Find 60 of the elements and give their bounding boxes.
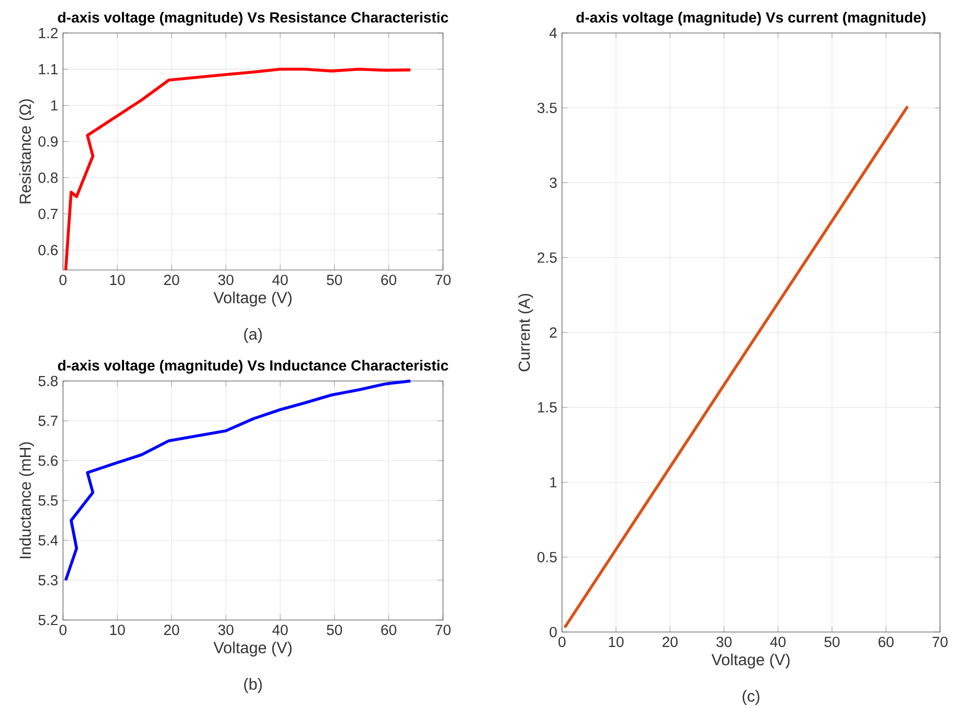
x-tick-label: 10	[110, 274, 125, 285]
y-tick-label: 0.9	[38, 136, 58, 147]
y-tick-label: 5.6	[38, 455, 58, 466]
x-tick-label: 40	[770, 636, 786, 647]
y-tick-label: 0.8	[38, 172, 58, 183]
x-tick-label: 0	[59, 274, 66, 285]
y-axis-title: Resistance (Ω)	[19, 99, 34, 204]
y-tick-label: 5.5	[38, 495, 58, 506]
y-tick-label: 1.5	[538, 402, 557, 412]
y-tick-label: 1	[550, 477, 557, 488]
x-axis-title: Voltage (V)	[213, 291, 292, 306]
x-tick-label: 60	[878, 636, 894, 647]
y-axis-title: Inductance (mH)	[19, 442, 34, 558]
x-axis-title: Voltage (V)	[213, 641, 292, 656]
y-axis-title: Current (A)	[518, 294, 534, 372]
x-tick-label: 50	[824, 636, 840, 647]
x-tick-label: 30	[218, 624, 234, 635]
y-tick-label: 5.3	[38, 574, 58, 586]
x-axis-title: Voltage (V)	[711, 653, 790, 668]
y-tick-label: 0.7	[38, 208, 58, 219]
text: (c)	[742, 690, 760, 705]
text: (b)	[244, 678, 262, 693]
x-tick-label: 40	[272, 624, 288, 635]
x-tick-label: 70	[436, 624, 451, 635]
x-tick-label: 30	[218, 274, 234, 285]
chart-title: d-axis voltage (magnitude) Vs Resistance Characteristic	[58, 12, 448, 26]
x-tick-label: 0	[59, 624, 66, 635]
y-tick-label: 5.7	[38, 416, 58, 426]
y-tick-label: 1.1	[39, 64, 58, 74]
x-tick-label: 60	[381, 274, 396, 285]
x-tick-label: 60	[381, 624, 396, 635]
x-tick-label: 30	[716, 636, 732, 647]
x-tick-label: 20	[164, 624, 180, 635]
x-tick-label: 10	[608, 636, 624, 647]
x-tick-label: 70	[932, 636, 948, 647]
x-tick-label: 40	[272, 274, 288, 285]
x-tick-label: 0	[558, 636, 566, 647]
y-tick-label: 2	[550, 327, 557, 338]
line-series	[64, 68, 412, 272]
y-tick-label: 3	[550, 177, 557, 188]
y-tick-label: 5.4	[38, 535, 58, 546]
x-tick-label: 10	[110, 624, 125, 635]
x-tick-label: 20	[662, 636, 678, 647]
chart-title: d-axis voltage (magnitude) Vs Inductance Characteristic	[58, 360, 448, 374]
y-tick-label: 1.2	[39, 28, 58, 38]
line-series	[64, 379, 412, 582]
y-tick-label: 5.8	[38, 376, 58, 386]
y-tick-label: 5.2	[38, 614, 58, 626]
x-tick-label: 50	[326, 274, 342, 285]
x-tick-label: 50	[326, 624, 342, 635]
y-tick-label: 0.6	[38, 244, 58, 256]
text: (a)	[244, 328, 262, 343]
y-tick-label: 4	[549, 28, 557, 38]
x-tick-label: 70	[436, 274, 451, 285]
y-tick-label: 2.5	[538, 252, 557, 263]
y-tick-label: 0.5	[537, 552, 557, 562]
chart-title: d-axis voltage (magnitude) Vs current (magnitude)	[576, 12, 926, 26]
x-tick-label: 20	[164, 274, 180, 285]
y-tick-label: 3.5	[537, 102, 557, 113]
y-tick-label: 1	[51, 100, 58, 110]
